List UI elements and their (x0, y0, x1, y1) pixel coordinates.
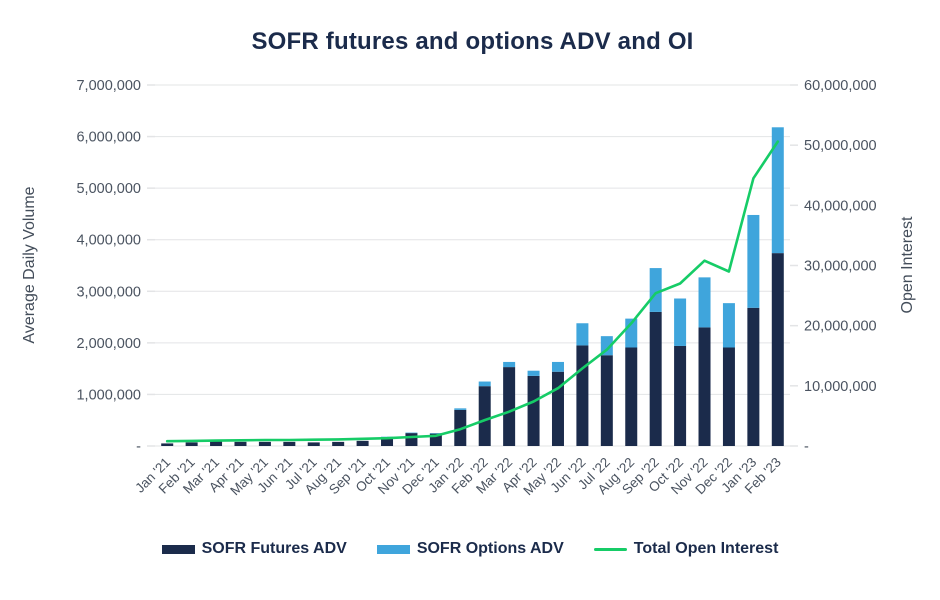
futures-bar (307, 442, 320, 446)
futures-bar (185, 442, 198, 446)
futures-bar (771, 253, 784, 446)
futures-bar (283, 441, 296, 446)
futures-bar (551, 371, 564, 446)
legend: SOFR Futures ADV SOFR Options ADV Total … (0, 540, 940, 558)
options-bar (454, 408, 467, 410)
futures-bar (405, 433, 418, 446)
futures-bar (503, 367, 516, 446)
legend-label-oi: Total Open Interest (633, 540, 779, 557)
legend-label-options: SOFR Options ADV (416, 540, 564, 557)
options-bar (722, 303, 735, 348)
oi-line-swatch-icon (593, 547, 627, 551)
right-axis-tick-label: 30,000,000 (804, 259, 877, 275)
open-interest-line (165, 140, 780, 443)
futures-bar (527, 375, 540, 446)
futures-bar (625, 347, 638, 446)
options-bar (551, 361, 564, 372)
right-axis-tick-label: 40,000,000 (804, 198, 877, 214)
futures-bar (381, 437, 394, 446)
futures-bar (356, 440, 369, 446)
futures-bar (698, 327, 711, 446)
legend-item-oi: Total Open Interest (593, 540, 779, 558)
chart-title: SOFR futures and options ADV and OI (251, 28, 694, 55)
left-axis-tick-label: 5,000,000 (76, 181, 141, 197)
options-bar (405, 432, 418, 434)
futures-bar (674, 345, 687, 446)
futures-bar (649, 311, 662, 446)
left-axis-tick-label: 7,000,000 (76, 78, 141, 94)
left-axis-tick-label: 4,000,000 (76, 233, 141, 249)
futures-bar (722, 347, 735, 446)
options-bar (527, 370, 540, 376)
left-axis-tick-label: 1,000,000 (76, 387, 141, 403)
options-bar (649, 268, 662, 312)
futures-bar (478, 386, 491, 446)
options-bar (576, 323, 589, 346)
options-bar (503, 361, 516, 368)
left-axis-tick-label: - (136, 439, 141, 455)
options-bar (478, 381, 491, 387)
futures-bar (747, 307, 760, 446)
left-axis-tick-label: 3,000,000 (76, 284, 141, 300)
futures-bar (258, 441, 271, 446)
options-swatch-icon (376, 544, 410, 554)
futures-bar (161, 443, 174, 446)
options-bar (674, 298, 687, 346)
options-bar (429, 433, 442, 434)
left-axis-tick-label: 6,000,000 (76, 130, 141, 146)
right-axis-tick-label: - (804, 439, 809, 455)
futures-bar (210, 441, 223, 446)
legend-item-options: SOFR Options ADV (376, 540, 564, 558)
right-axis-tick-label: 60,000,000 (804, 78, 877, 94)
options-bar (747, 214, 760, 308)
futures-swatch-icon (161, 544, 195, 554)
right-axis-tick-label: 20,000,000 (804, 319, 877, 335)
options-bar (771, 127, 784, 254)
left-axis-tick-label: 2,000,000 (76, 336, 141, 352)
legend-label-futures: SOFR Futures ADV (201, 540, 347, 557)
futures-bar (234, 441, 247, 446)
options-bar (698, 277, 711, 328)
futures-bar (576, 345, 589, 446)
futures-bar (332, 441, 345, 446)
futures-bar (600, 355, 613, 446)
right-axis-tick-label: 10,000,000 (804, 379, 877, 395)
right-axis-tick-label: 50,000,000 (804, 138, 877, 154)
legend-item-futures: SOFR Futures ADV (161, 540, 347, 558)
